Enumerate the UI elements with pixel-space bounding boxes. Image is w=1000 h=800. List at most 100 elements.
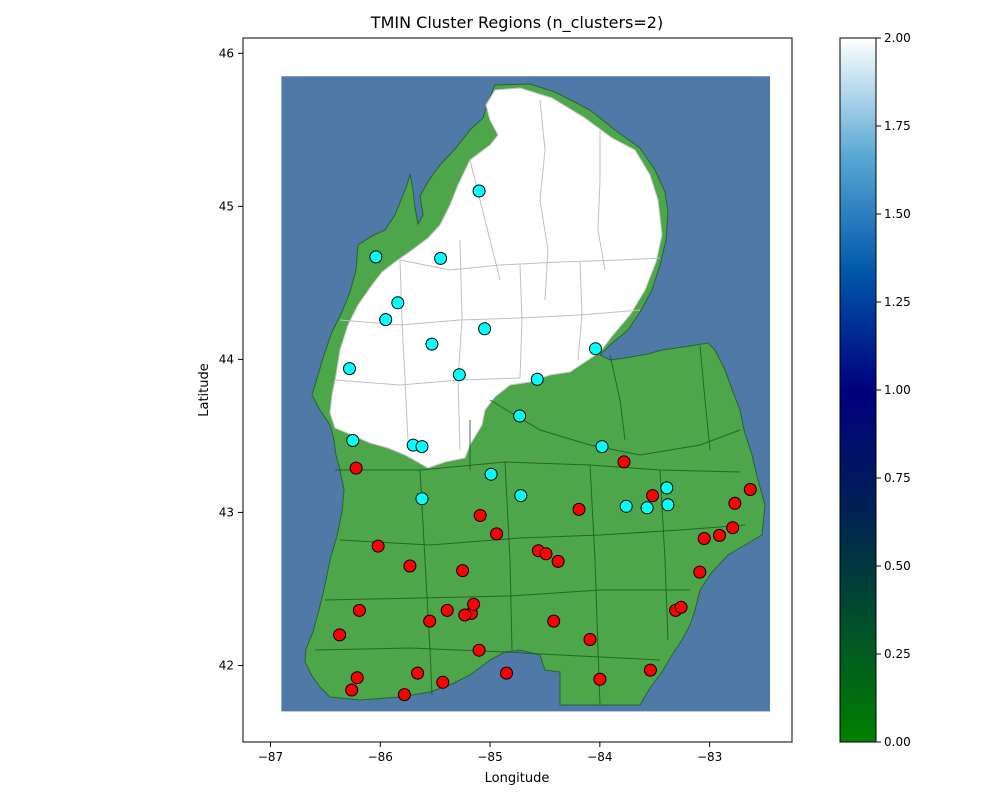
cluster-1-station-point [346, 434, 360, 447]
cluster-0-station-point [467, 597, 481, 611]
county-boundary [504, 461, 513, 651]
map-area [281, 76, 771, 712]
county-boundary [597, 130, 606, 271]
county-boundary [539, 99, 549, 301]
cluster-0-station-point [411, 666, 425, 680]
cluster-1-station-point [484, 467, 498, 481]
cluster-0-station-point [547, 614, 561, 628]
cluster-0-station-point [697, 532, 711, 545]
plot-frame [242, 37, 793, 743]
county-boundary [457, 239, 463, 451]
y-tick-label: 43 [219, 505, 234, 519]
cluster-1-station-point [415, 440, 429, 454]
county-boundary [577, 261, 583, 361]
cluster-0-station-point [352, 603, 366, 617]
cluster-0-station-point [473, 509, 487, 522]
county-boundary [339, 524, 746, 546]
y-tick-label: 42 [219, 658, 234, 672]
cluster-1-station-point [478, 322, 492, 336]
x-tick-label: −87 [258, 750, 283, 764]
cluster-0-station-point [674, 600, 688, 614]
cluster-0-station-point [490, 527, 504, 541]
cluster-0-station-point [440, 603, 454, 617]
cluster-0-station-point [333, 628, 347, 642]
county-boundary [419, 469, 433, 696]
cluster-0-station-point [403, 559, 417, 573]
county-boundary [335, 461, 741, 473]
colorbar [839, 37, 877, 743]
cluster-0-station-point [371, 539, 385, 553]
y-tick-label: 46 [219, 46, 234, 60]
cluster-1-station-point [619, 499, 633, 513]
colorbar-tick-label: 0.00 [884, 735, 911, 749]
county-boundary [609, 354, 626, 441]
cluster-0-station-point [423, 614, 437, 628]
colorbar-ticks: 0.00 0.25 0.50 0.75 1.00 1.25 1.50 1.75 2.00 [876, 31, 911, 749]
county-boundary [659, 469, 669, 641]
cluster-0-station-point [583, 633, 597, 646]
cluster-0-station-point [713, 528, 726, 542]
chart-title: TMIN Cluster Regions (n_clusters=2) [370, 13, 663, 33]
cluster-0-station-point [436, 675, 450, 689]
cluster-1-station-point [425, 337, 439, 351]
cluster-0-station-point [458, 608, 472, 622]
colorbar-tick-label: 0.75 [884, 471, 911, 485]
cluster-0-station-point [643, 663, 657, 677]
county-boundary [399, 257, 661, 271]
county-boundary [334, 377, 521, 386]
cluster-1-region [329, 87, 663, 469]
cluster-1-station-point [530, 372, 544, 386]
cluster-1-station-point [640, 501, 654, 515]
cluster-0-station-point [551, 554, 565, 568]
county-boundary [699, 345, 711, 451]
colorbar-tick-label: 1.50 [884, 207, 911, 221]
x-tick-label: −84 [587, 750, 612, 764]
cluster-0-station-point [397, 688, 411, 702]
cluster-0-station-point [693, 565, 707, 579]
cluster-1-station-point [513, 409, 527, 423]
cluster-0-station-point [728, 496, 742, 510]
cluster-0-station-point [726, 521, 740, 535]
cluster-1-station-point [452, 368, 466, 382]
x-tick-label: −85 [477, 750, 502, 764]
cluster-0-station-point [572, 502, 586, 516]
county-boundary [469, 159, 501, 281]
cluster-0-station-point [472, 643, 486, 657]
cluster-1-station-point [379, 313, 393, 327]
county-boundary [399, 259, 409, 441]
county-boundary [519, 264, 523, 379]
cluster-1-station-point [472, 184, 486, 198]
cluster-0-station-point [617, 455, 631, 469]
cluster-0-station-point [345, 683, 359, 697]
cluster-0-station-point [539, 547, 553, 561]
cluster-1-station-point [415, 492, 429, 506]
cluster-0-station-point [500, 666, 513, 680]
colorbar-tick-label: 1.75 [884, 119, 911, 133]
cluster-0-station-point [646, 489, 660, 503]
cluster-0-station-point [743, 483, 757, 496]
cluster-1-station-point [660, 481, 674, 495]
cluster-0-station-point [349, 461, 363, 475]
colorbar-tick-label: 2.00 [884, 31, 911, 45]
county-boundary [324, 589, 690, 601]
cluster-1-station-point [343, 362, 356, 376]
x-axis-label: Longitude [485, 771, 550, 786]
county-boundary [489, 399, 741, 456]
x-axis-ticks: −87 −86 −85 −84 −83 [258, 742, 722, 764]
colorbar-tick-label: 1.00 [884, 383, 911, 397]
x-tick-label: −86 [368, 750, 393, 764]
x-tick-label: −83 [697, 750, 722, 764]
cluster-1-station-point [391, 296, 405, 310]
colorbar-tick-label: 0.25 [884, 647, 911, 661]
y-axis-label: Latitude [197, 363, 212, 417]
cluster-1-station-point [661, 498, 675, 512]
cluster-1-station-point [589, 342, 602, 356]
cluster-1-station-point [369, 250, 383, 264]
county-boundary [314, 647, 661, 661]
colorbar-tick-label: 0.50 [884, 559, 911, 573]
y-tick-label: 45 [219, 199, 234, 213]
colorbar-tick-label: 1.25 [884, 295, 911, 309]
y-axis-ticks: 42 43 44 45 46 [219, 46, 243, 672]
cluster-1-station-point [514, 489, 528, 503]
